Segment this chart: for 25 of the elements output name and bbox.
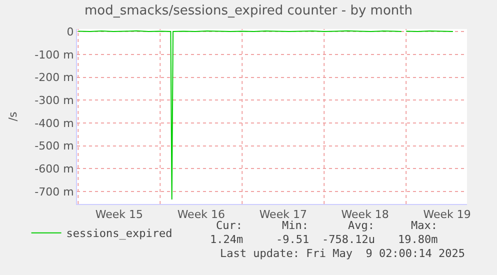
text: Last update: Fri May 9 02:00:14 2025 (220, 247, 466, 260)
y-tick-label: -100 m (34, 48, 74, 62)
text: Max: (411, 219, 438, 232)
text: -9.51 (276, 233, 310, 246)
y-tick-label: -500 m (34, 140, 74, 153)
text: 1.24m (210, 233, 244, 246)
x-tick-label: Week 15 (95, 208, 143, 222)
x-tick-label: Week 19 (423, 208, 471, 222)
text: Min: (282, 219, 308, 232)
text: Cur: (216, 219, 242, 232)
text: Avg: (348, 219, 374, 232)
text: 19.80m (398, 233, 438, 246)
x-tick-label: Week 17 (259, 208, 307, 222)
legend-label: sessions_expired (66, 227, 172, 240)
y-tick-label: 0 (66, 26, 74, 39)
y-axis-title: /s (6, 112, 20, 122)
chart-title: mod_smacks/sessions_expired counter - by month (84, 4, 413, 19)
y-tick-label: -300 m (34, 94, 74, 108)
x-tick-label: Week 18 (341, 208, 389, 222)
y-tick-label: -700 m (34, 185, 74, 198)
y-tick-label: -200 m (34, 71, 74, 84)
y-tick-label: -400 m (34, 116, 74, 130)
text: -758.12u (322, 233, 375, 246)
y-tick-label: -600 m (34, 162, 74, 176)
x-tick-label: Week 16 (177, 208, 225, 222)
